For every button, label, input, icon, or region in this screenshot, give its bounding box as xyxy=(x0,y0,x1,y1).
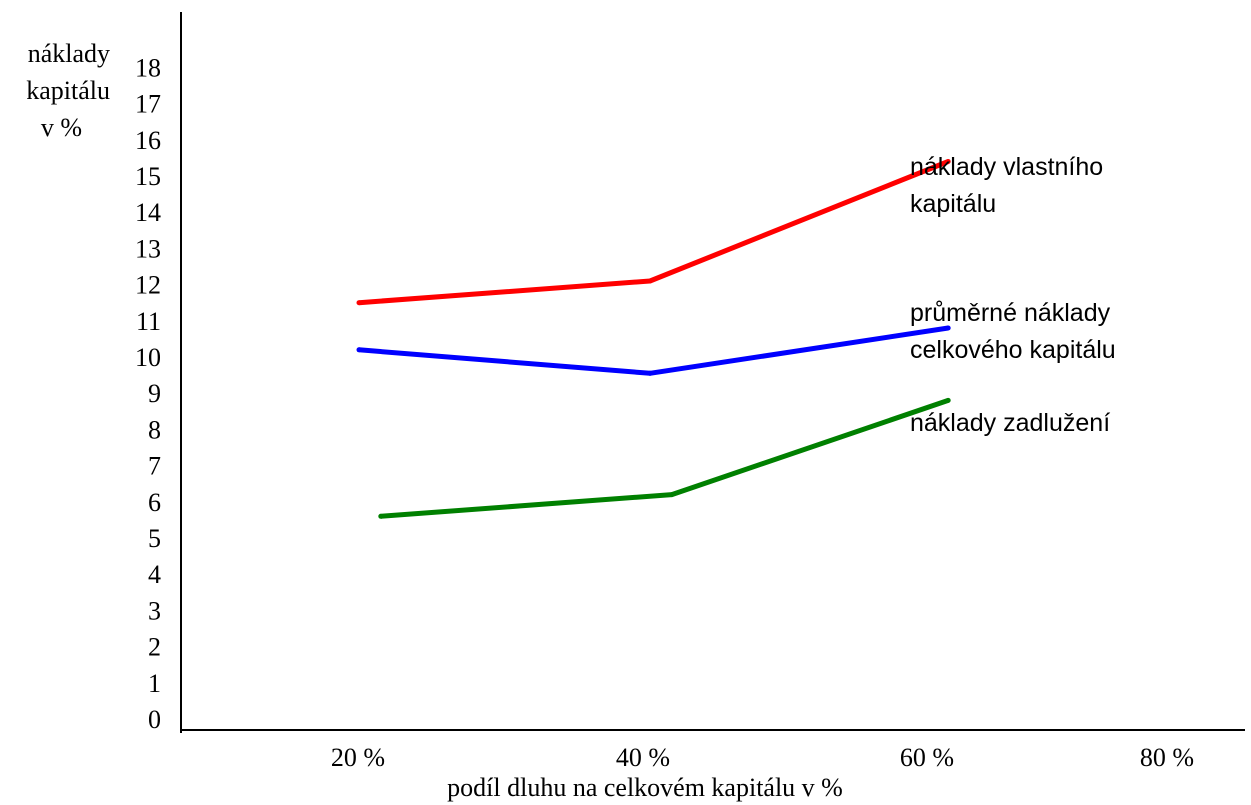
y-tick-label: 4 xyxy=(148,560,161,589)
y-tick-label: 12 xyxy=(135,271,161,300)
y-tick-label: 11 xyxy=(136,307,161,336)
series-label: náklady zadlužení xyxy=(910,409,1110,437)
data-point xyxy=(669,492,675,498)
x-tick-label: 20 % xyxy=(331,743,385,772)
data-point xyxy=(647,370,653,376)
y-tick-label: 5 xyxy=(148,524,161,553)
x-axis-title: podíl dluhu na celkovém kapitálu v % xyxy=(447,773,843,802)
y-tick-label: 0 xyxy=(148,705,161,734)
data-point xyxy=(356,347,362,353)
data-point xyxy=(945,397,951,403)
y-tick-label: 3 xyxy=(148,596,161,625)
y-tick-label: 2 xyxy=(148,633,161,662)
y-tick-label: 1 xyxy=(148,669,161,698)
y-tick-label: 10 xyxy=(135,343,161,372)
y-tick-label: 18 xyxy=(135,53,161,82)
x-tick-labels: 20 % 40 % 60 % 80 % xyxy=(331,743,1194,772)
y-axis-title-line-3: v % xyxy=(41,113,82,142)
y-tick-label: 6 xyxy=(148,488,161,517)
series-label: kapitálu xyxy=(910,190,996,218)
series-line xyxy=(358,159,950,306)
x-tick-label: 80 % xyxy=(1140,743,1194,772)
y-axis-title-line-2: kapitálu xyxy=(26,76,110,105)
series-label: náklady vlastního xyxy=(910,153,1103,181)
y-tick-label: 16 xyxy=(135,126,161,155)
y-tick-label: 13 xyxy=(135,234,161,263)
data-point xyxy=(647,278,653,284)
x-tick-label: 60 % xyxy=(900,743,954,772)
series-label: průměrné náklady xyxy=(910,299,1111,327)
data-point xyxy=(356,300,362,306)
y-tick-label: 14 xyxy=(135,198,161,227)
y-tick-label: 9 xyxy=(148,379,161,408)
y-tick-label: 17 xyxy=(135,90,161,119)
y-tick-label: 7 xyxy=(148,452,161,481)
x-tick-label: 40 % xyxy=(616,743,670,772)
y-tick-label: 15 xyxy=(135,162,161,191)
y-axis-title-line-1: náklady xyxy=(28,39,110,68)
series-line xyxy=(380,398,950,519)
data-point xyxy=(945,159,951,164)
y-axis-title: náklady kapitálu v % xyxy=(26,39,110,142)
series-lines xyxy=(356,159,951,519)
y-tick-label: 8 xyxy=(148,415,161,444)
series-labels: náklady vlastního kapitálu průměrné náklad… xyxy=(910,153,1116,437)
series-line xyxy=(358,325,949,376)
data-point xyxy=(378,513,384,519)
data-point xyxy=(945,325,951,331)
series-label: celkového kapitálu xyxy=(910,336,1116,364)
